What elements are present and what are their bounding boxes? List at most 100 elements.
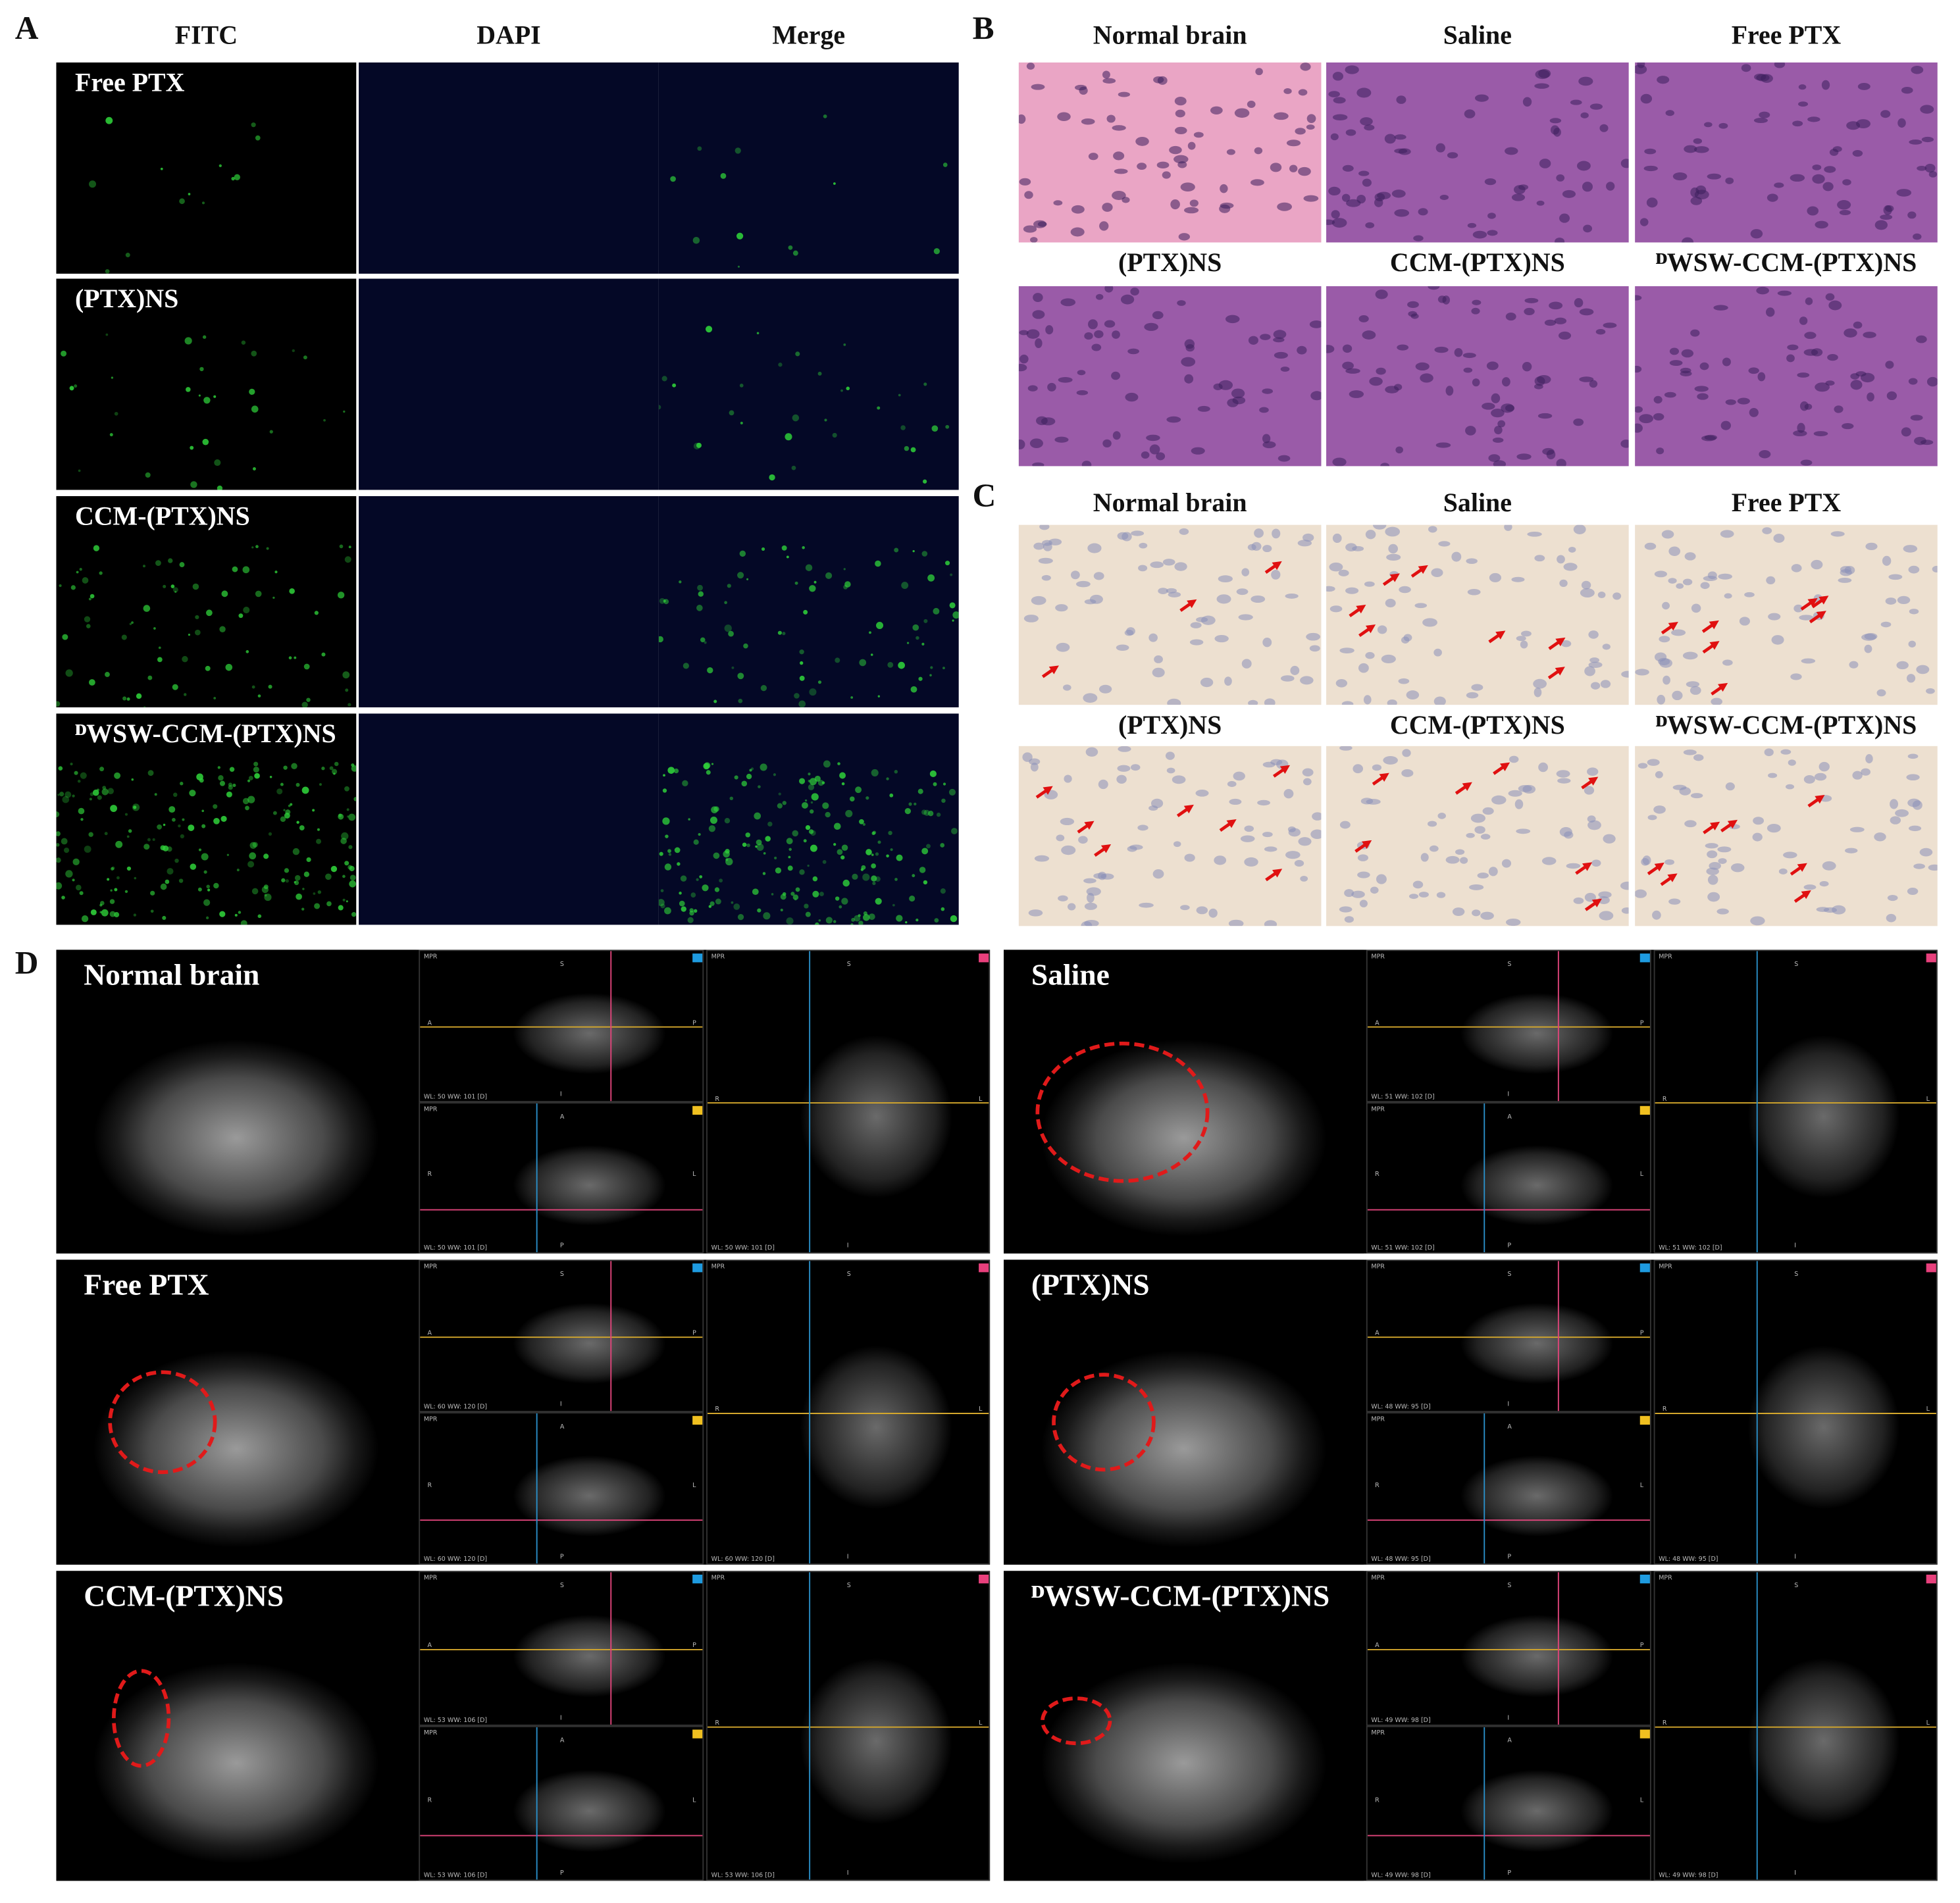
nucleus [1117,532,1129,540]
signal-dot [173,792,178,798]
mri-axial [1004,950,1364,1254]
nucleus [1084,332,1093,340]
nucleus [1907,798,1921,807]
nucleus [1414,603,1428,609]
signal-dot [63,848,70,853]
nucleus [1917,165,1927,171]
nucleus [1559,213,1570,223]
nucleus [1573,419,1584,426]
nucleus [1083,693,1098,703]
nucleus [1739,617,1750,626]
signal-dot [802,546,805,549]
nucleus [1815,382,1830,392]
view-label: S [559,1582,564,1590]
signal-dot [172,587,178,593]
nucleus [1520,630,1532,637]
signal-dot [921,642,925,646]
nucleus [1568,546,1576,553]
signal-dot [663,774,665,777]
signal-dot [823,114,827,118]
view-label: L [1926,1095,1930,1104]
signal-dot [871,769,879,776]
nucleus [1852,150,1863,157]
mri-axial: MPR A P R L WL: 53 WW: 106 [D] [419,1725,704,1881]
signal-dot [782,801,787,805]
histology-image [1635,286,1938,467]
signal-dot [835,896,840,901]
signal-dot [736,232,744,240]
signal-dot [77,779,81,783]
signal-dot [321,652,326,657]
signal-dot [56,843,60,847]
nucleus [1724,593,1732,599]
signal-dot [877,695,880,698]
window-level: WL: 50 WW: 101 [D] [423,1092,488,1101]
signal-dot [301,786,309,794]
signal-dot [812,876,818,882]
signal-dot [662,788,667,793]
signal-dot [697,584,703,591]
nucleus [1262,832,1273,838]
signal-dot [845,809,853,817]
signal-dot [794,581,798,585]
signal-dot [62,634,68,640]
signal-dot [720,172,727,179]
signal-dot [808,784,815,790]
nucleus [1241,568,1250,576]
signal-dot [198,848,201,851]
scan-label: ᴰWSW-CCM-(PTX)NS [1031,1581,1330,1613]
nucleus [1864,644,1872,653]
signal-dot [65,669,73,677]
nucleus [1822,861,1836,871]
signal-dot [59,792,64,797]
nucleus [1094,330,1104,338]
nucleus [1621,671,1629,678]
nucleus [1251,595,1266,603]
view-label: R [427,1797,432,1805]
signal-dot [147,838,151,842]
nucleus [1514,799,1524,809]
view-label: MPR [423,1415,438,1424]
view-label: MPR [1371,1263,1385,1271]
nucleus [1248,699,1258,705]
nucleus [1250,179,1264,186]
nucleus [1344,916,1354,923]
signal-dot [697,146,702,151]
signal-dot [916,919,919,922]
nucleus [1178,233,1191,241]
nucleus [1289,165,1298,172]
signal-dot [762,872,766,875]
nucleus [1181,357,1196,367]
signal-dot [317,890,322,894]
nucleus [1550,125,1560,135]
window-level: WL: 53 WW: 106 [D] [423,1717,488,1725]
signal-dot [80,772,87,779]
nucleus [1582,182,1593,192]
view-label: L [1639,1171,1644,1179]
nucleus [1254,528,1264,538]
nucleus [1909,140,1922,145]
nucleus [1053,200,1063,206]
view-label: MPR [1659,1574,1672,1583]
nucleus [1056,834,1065,842]
signal-dot [152,838,155,842]
signal-dot [700,637,706,643]
signal-dot [345,688,349,692]
scan-label: CCM-(PTX)NS [84,1581,284,1613]
nucleus [1384,134,1396,144]
signal-dot [929,770,937,778]
view-label: S [1794,1582,1799,1590]
nucleus [1683,749,1697,755]
signal-dot [90,594,95,599]
nucleus [1273,337,1285,343]
scan-label: Normal brain [84,959,260,992]
signal-dot [674,847,681,853]
nucleus [1803,349,1818,356]
arrow-head [1667,873,1678,882]
signal-dot [128,829,132,833]
nucleus [1089,594,1103,604]
nucleus [1349,390,1364,398]
signal-dot [859,659,867,667]
nucleus [1882,555,1892,566]
nucleus [1434,346,1449,353]
